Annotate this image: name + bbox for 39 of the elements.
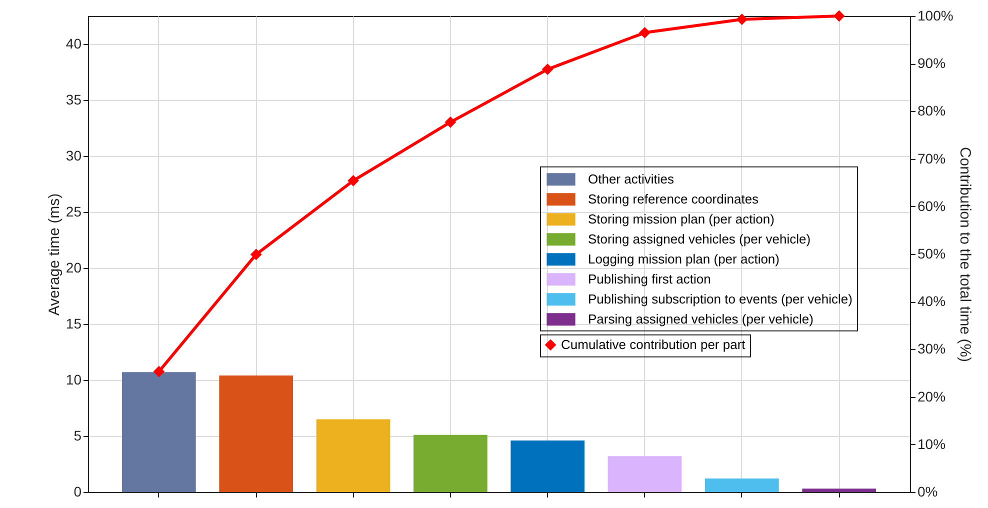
point bbox=[250, 248, 262, 260]
legend-label: Storing reference coordinates bbox=[588, 191, 760, 206]
legend-label: Publishing first action bbox=[588, 271, 711, 286]
point bbox=[833, 10, 845, 22]
y-tick-label: 5 bbox=[74, 428, 82, 444]
y2-tick-label: 70% bbox=[918, 150, 946, 166]
y2-tick-label: 0% bbox=[918, 484, 938, 500]
y2-tick-label: 10% bbox=[918, 436, 946, 452]
legend-label: Other activities bbox=[588, 171, 674, 186]
legend-label: Publishing subscription to events (per vehicle) bbox=[588, 291, 852, 306]
y-tick-label: 25 bbox=[66, 204, 82, 220]
y2-tick-label: 40% bbox=[918, 293, 946, 310]
y-tick-label: 40 bbox=[66, 36, 82, 52]
y-axis-title: Average time (ms) bbox=[46, 193, 63, 316]
legend-label: Logging mission plan (per action) bbox=[588, 251, 780, 266]
point bbox=[348, 174, 359, 186]
point bbox=[542, 64, 554, 76]
point bbox=[153, 366, 165, 378]
y2-tick-label: 20% bbox=[918, 388, 946, 404]
y2-tick-label: 60% bbox=[918, 198, 946, 214]
point bbox=[639, 26, 650, 38]
y2-axis-title: Contribution to the total time (%) bbox=[956, 146, 974, 362]
y2-tick-label: 80% bbox=[918, 102, 946, 119]
y-tick-label: 15 bbox=[66, 316, 82, 332]
y2-tick-label: 50% bbox=[918, 246, 946, 262]
y2-tick-label: 30% bbox=[918, 340, 946, 357]
point bbox=[444, 116, 456, 128]
y-tick-label: 30 bbox=[66, 148, 82, 164]
y-tick-label: 10 bbox=[66, 372, 82, 388]
y-tick-label: 35 bbox=[66, 92, 82, 108]
y2-tick-label: 90% bbox=[918, 55, 946, 72]
legend-label: Storing assigned vehicles (per vehicle) bbox=[588, 231, 811, 246]
y-tick-label: 0 bbox=[74, 484, 82, 500]
point bbox=[736, 14, 748, 26]
legend-label: Storing mission plan (per action) bbox=[588, 211, 774, 226]
legend-label: Parsing assigned vehicles (per vehicle) bbox=[588, 311, 814, 326]
y2-tick-label: 100% bbox=[918, 8, 954, 24]
y-tick-label: 20 bbox=[66, 260, 82, 276]
legend-label: Cumulative contribution per part bbox=[561, 336, 746, 352]
